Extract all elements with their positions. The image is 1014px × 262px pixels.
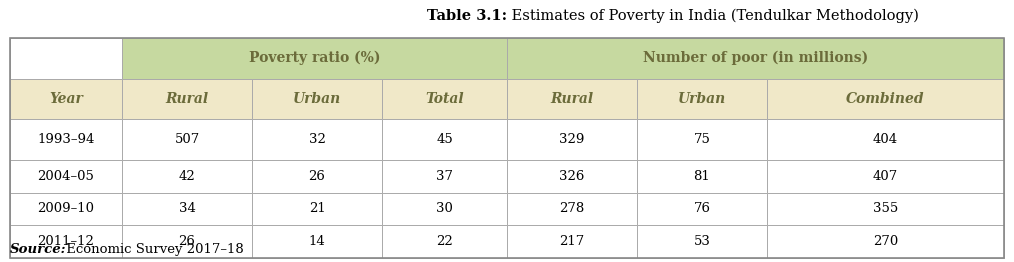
Text: 45: 45: [436, 133, 453, 146]
Bar: [122, 225, 252, 258]
Text: 22: 22: [436, 235, 453, 248]
Bar: [637, 225, 767, 258]
Text: 76: 76: [694, 203, 711, 215]
Text: Urban: Urban: [678, 92, 726, 106]
Bar: [637, 79, 767, 119]
Bar: [637, 193, 767, 225]
Text: 270: 270: [873, 235, 898, 248]
Bar: [767, 225, 1004, 258]
Bar: [382, 119, 507, 160]
Bar: [122, 193, 252, 225]
Text: Source:: Source:: [10, 243, 67, 256]
Text: 26: 26: [308, 170, 325, 183]
Bar: [252, 160, 382, 193]
Text: 21: 21: [308, 203, 325, 215]
Bar: [382, 160, 507, 193]
Text: 14: 14: [308, 235, 325, 248]
Text: Poverty ratio (%): Poverty ratio (%): [248, 51, 380, 66]
Text: 355: 355: [873, 203, 898, 215]
Text: 34: 34: [178, 203, 196, 215]
Text: 42: 42: [178, 170, 196, 183]
Text: 32: 32: [308, 133, 325, 146]
Bar: [10, 160, 122, 193]
Text: Combined: Combined: [847, 92, 925, 106]
Text: 26: 26: [178, 235, 196, 248]
Text: 1993–94: 1993–94: [38, 133, 94, 146]
Bar: [10, 225, 122, 258]
Bar: [507, 160, 637, 193]
Bar: [122, 160, 252, 193]
Bar: [10, 79, 122, 119]
Bar: [382, 79, 507, 119]
Bar: [507, 38, 1004, 79]
Bar: [382, 225, 507, 258]
Bar: [637, 119, 767, 160]
Text: Number of poor (in millions): Number of poor (in millions): [643, 51, 868, 66]
Bar: [252, 79, 382, 119]
Text: Economic Survey 2017–18: Economic Survey 2017–18: [62, 243, 243, 256]
Text: 30: 30: [436, 203, 453, 215]
Text: 53: 53: [694, 235, 711, 248]
Text: 329: 329: [560, 133, 585, 146]
Bar: [252, 225, 382, 258]
Bar: [10, 38, 122, 79]
Text: Estimates of Poverty in India (Tendulkar Methodology): Estimates of Poverty in India (Tendulkar…: [507, 9, 919, 23]
Text: Urban: Urban: [293, 92, 341, 106]
Bar: [10, 193, 122, 225]
Text: Rural: Rural: [551, 92, 593, 106]
Bar: [637, 160, 767, 193]
Bar: [10, 119, 122, 160]
Text: 278: 278: [560, 203, 585, 215]
Bar: [767, 119, 1004, 160]
Text: 407: 407: [873, 170, 898, 183]
Text: 326: 326: [560, 170, 585, 183]
Text: 2004–05: 2004–05: [38, 170, 94, 183]
Text: 2011–12: 2011–12: [38, 235, 94, 248]
Bar: [767, 79, 1004, 119]
Bar: [122, 79, 252, 119]
Bar: [507, 225, 637, 258]
Text: 75: 75: [694, 133, 711, 146]
Text: 81: 81: [694, 170, 711, 183]
Bar: [122, 119, 252, 160]
Bar: [507, 193, 637, 225]
Bar: [507, 119, 637, 160]
Text: 217: 217: [560, 235, 585, 248]
Bar: [507, 79, 637, 119]
Text: Total: Total: [425, 92, 463, 106]
Bar: [252, 119, 382, 160]
Text: 37: 37: [436, 170, 453, 183]
Bar: [10, 38, 1004, 258]
Text: 507: 507: [174, 133, 200, 146]
Text: 404: 404: [873, 133, 898, 146]
Bar: [767, 160, 1004, 193]
Bar: [767, 193, 1004, 225]
Text: Table 3.1:: Table 3.1:: [427, 9, 507, 23]
Bar: [122, 38, 507, 79]
Text: Rural: Rural: [165, 92, 209, 106]
Bar: [382, 193, 507, 225]
Text: Year: Year: [49, 92, 83, 106]
Text: 2009–10: 2009–10: [38, 203, 94, 215]
Bar: [252, 193, 382, 225]
